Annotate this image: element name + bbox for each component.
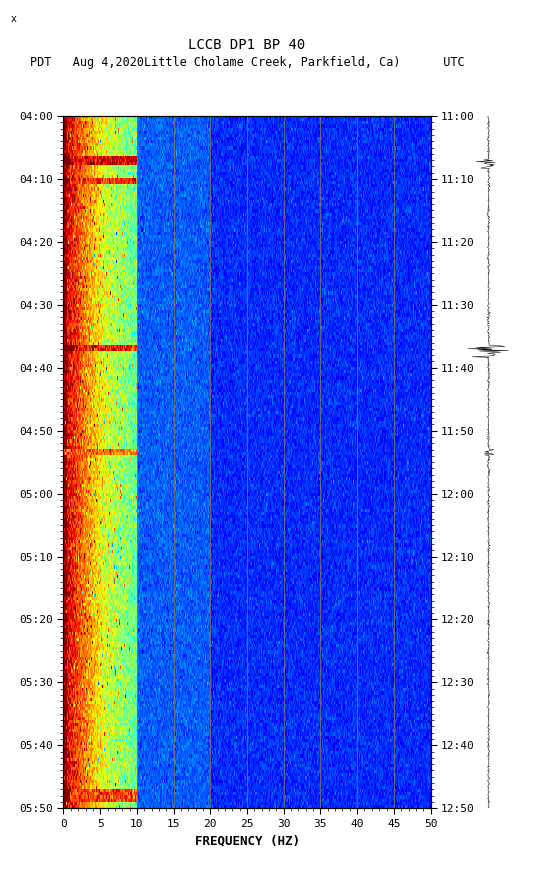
Text: x: x (11, 14, 17, 24)
X-axis label: FREQUENCY (HZ): FREQUENCY (HZ) (194, 834, 300, 847)
Text: PDT   Aug 4,2020Little Cholame Creek, Parkfield, Ca)      UTC: PDT Aug 4,2020Little Cholame Creek, Park… (30, 56, 464, 69)
Text: LCCB DP1 BP 40: LCCB DP1 BP 40 (188, 38, 306, 52)
